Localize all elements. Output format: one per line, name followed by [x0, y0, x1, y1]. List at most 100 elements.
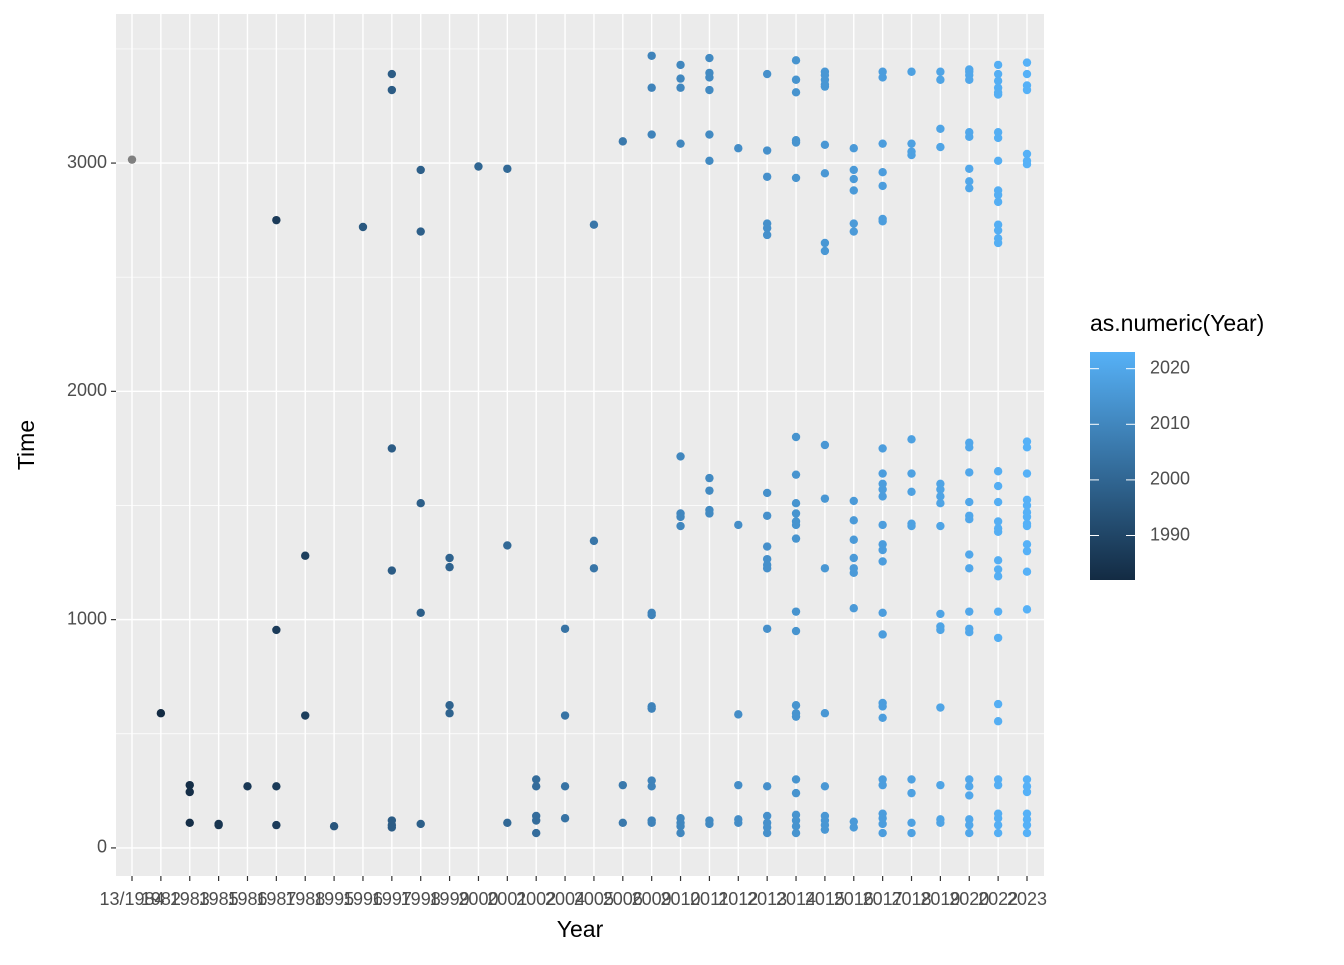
x-tick-label: 2017 — [863, 889, 903, 909]
point — [503, 541, 512, 550]
x-tick-label: 2023 — [1007, 889, 1047, 909]
point — [849, 186, 858, 195]
x-tick-label: 2018 — [891, 889, 931, 909]
point — [416, 165, 425, 175]
point — [965, 75, 974, 84]
point — [878, 608, 887, 617]
point — [531, 782, 541, 791]
x-tick-label: 2011 — [690, 889, 729, 909]
point — [849, 568, 858, 578]
point — [993, 572, 1003, 581]
x-tick-label: 1985 — [199, 889, 239, 909]
x-tick-label: 2012 — [718, 889, 758, 909]
point — [647, 130, 656, 139]
point — [849, 604, 858, 613]
x-tick-label: 1987 — [256, 889, 296, 909]
point — [965, 550, 974, 559]
point — [907, 487, 916, 496]
point — [820, 238, 830, 248]
y-tick-label: 2000 — [67, 380, 107, 400]
point — [705, 130, 714, 139]
point — [762, 542, 772, 551]
point — [936, 521, 945, 531]
point — [878, 545, 887, 555]
point — [907, 469, 916, 478]
point — [878, 492, 887, 501]
point — [907, 150, 916, 160]
x-tick-label: 2001 — [487, 889, 527, 909]
point — [907, 521, 916, 531]
x-tick-label: 2020 — [949, 889, 989, 909]
point — [762, 782, 772, 791]
point — [791, 534, 801, 543]
point — [705, 73, 714, 82]
point — [993, 190, 1003, 200]
x-tick-label: 1988 — [285, 889, 325, 909]
x-tick-label: 13/1984 — [99, 889, 164, 909]
point — [705, 473, 714, 483]
x-tick-label: 1995 — [314, 889, 354, 909]
point — [820, 246, 830, 256]
point — [762, 146, 772, 155]
point — [705, 156, 714, 165]
point — [762, 69, 772, 79]
point — [705, 53, 714, 63]
point — [676, 60, 685, 70]
point — [445, 562, 454, 572]
point — [676, 521, 685, 531]
point — [936, 499, 945, 508]
point — [849, 144, 858, 153]
point — [416, 608, 425, 617]
point — [301, 711, 310, 720]
point — [647, 83, 656, 92]
point — [762, 488, 772, 498]
point — [993, 633, 1003, 643]
point — [993, 69, 1003, 79]
y-tick-label: 3000 — [67, 152, 107, 172]
point — [878, 520, 887, 530]
point — [993, 76, 1003, 86]
point — [762, 624, 772, 633]
point — [1022, 775, 1032, 784]
point — [936, 492, 945, 501]
point — [820, 440, 830, 450]
point — [965, 820, 974, 830]
point — [993, 226, 1003, 235]
point — [993, 90, 1003, 99]
colorbar — [1090, 352, 1135, 580]
point — [849, 516, 858, 525]
point — [560, 782, 570, 791]
colorbar-label: 2020 — [1150, 357, 1190, 377]
point — [791, 775, 801, 784]
point — [676, 139, 685, 148]
point — [907, 828, 916, 838]
point — [849, 535, 858, 544]
point — [734, 520, 743, 530]
point — [705, 819, 714, 829]
point — [878, 469, 887, 478]
point — [791, 432, 801, 442]
point — [734, 780, 743, 790]
point — [993, 517, 1003, 526]
point — [993, 156, 1003, 165]
point — [965, 497, 974, 507]
x-tick-label: 1983 — [170, 889, 210, 909]
point — [993, 467, 1003, 476]
point — [734, 144, 743, 153]
point — [1022, 521, 1032, 531]
point — [791, 56, 801, 65]
point — [936, 67, 945, 76]
point — [936, 818, 945, 828]
point — [618, 818, 628, 828]
point — [820, 82, 830, 91]
point — [791, 626, 801, 636]
point — [791, 470, 801, 479]
point — [791, 701, 801, 710]
point — [1022, 546, 1032, 556]
colorbar-label: 2010 — [1150, 413, 1190, 433]
point — [791, 509, 801, 518]
point — [676, 452, 685, 461]
point — [965, 791, 974, 800]
point — [907, 788, 916, 798]
point — [647, 782, 656, 791]
